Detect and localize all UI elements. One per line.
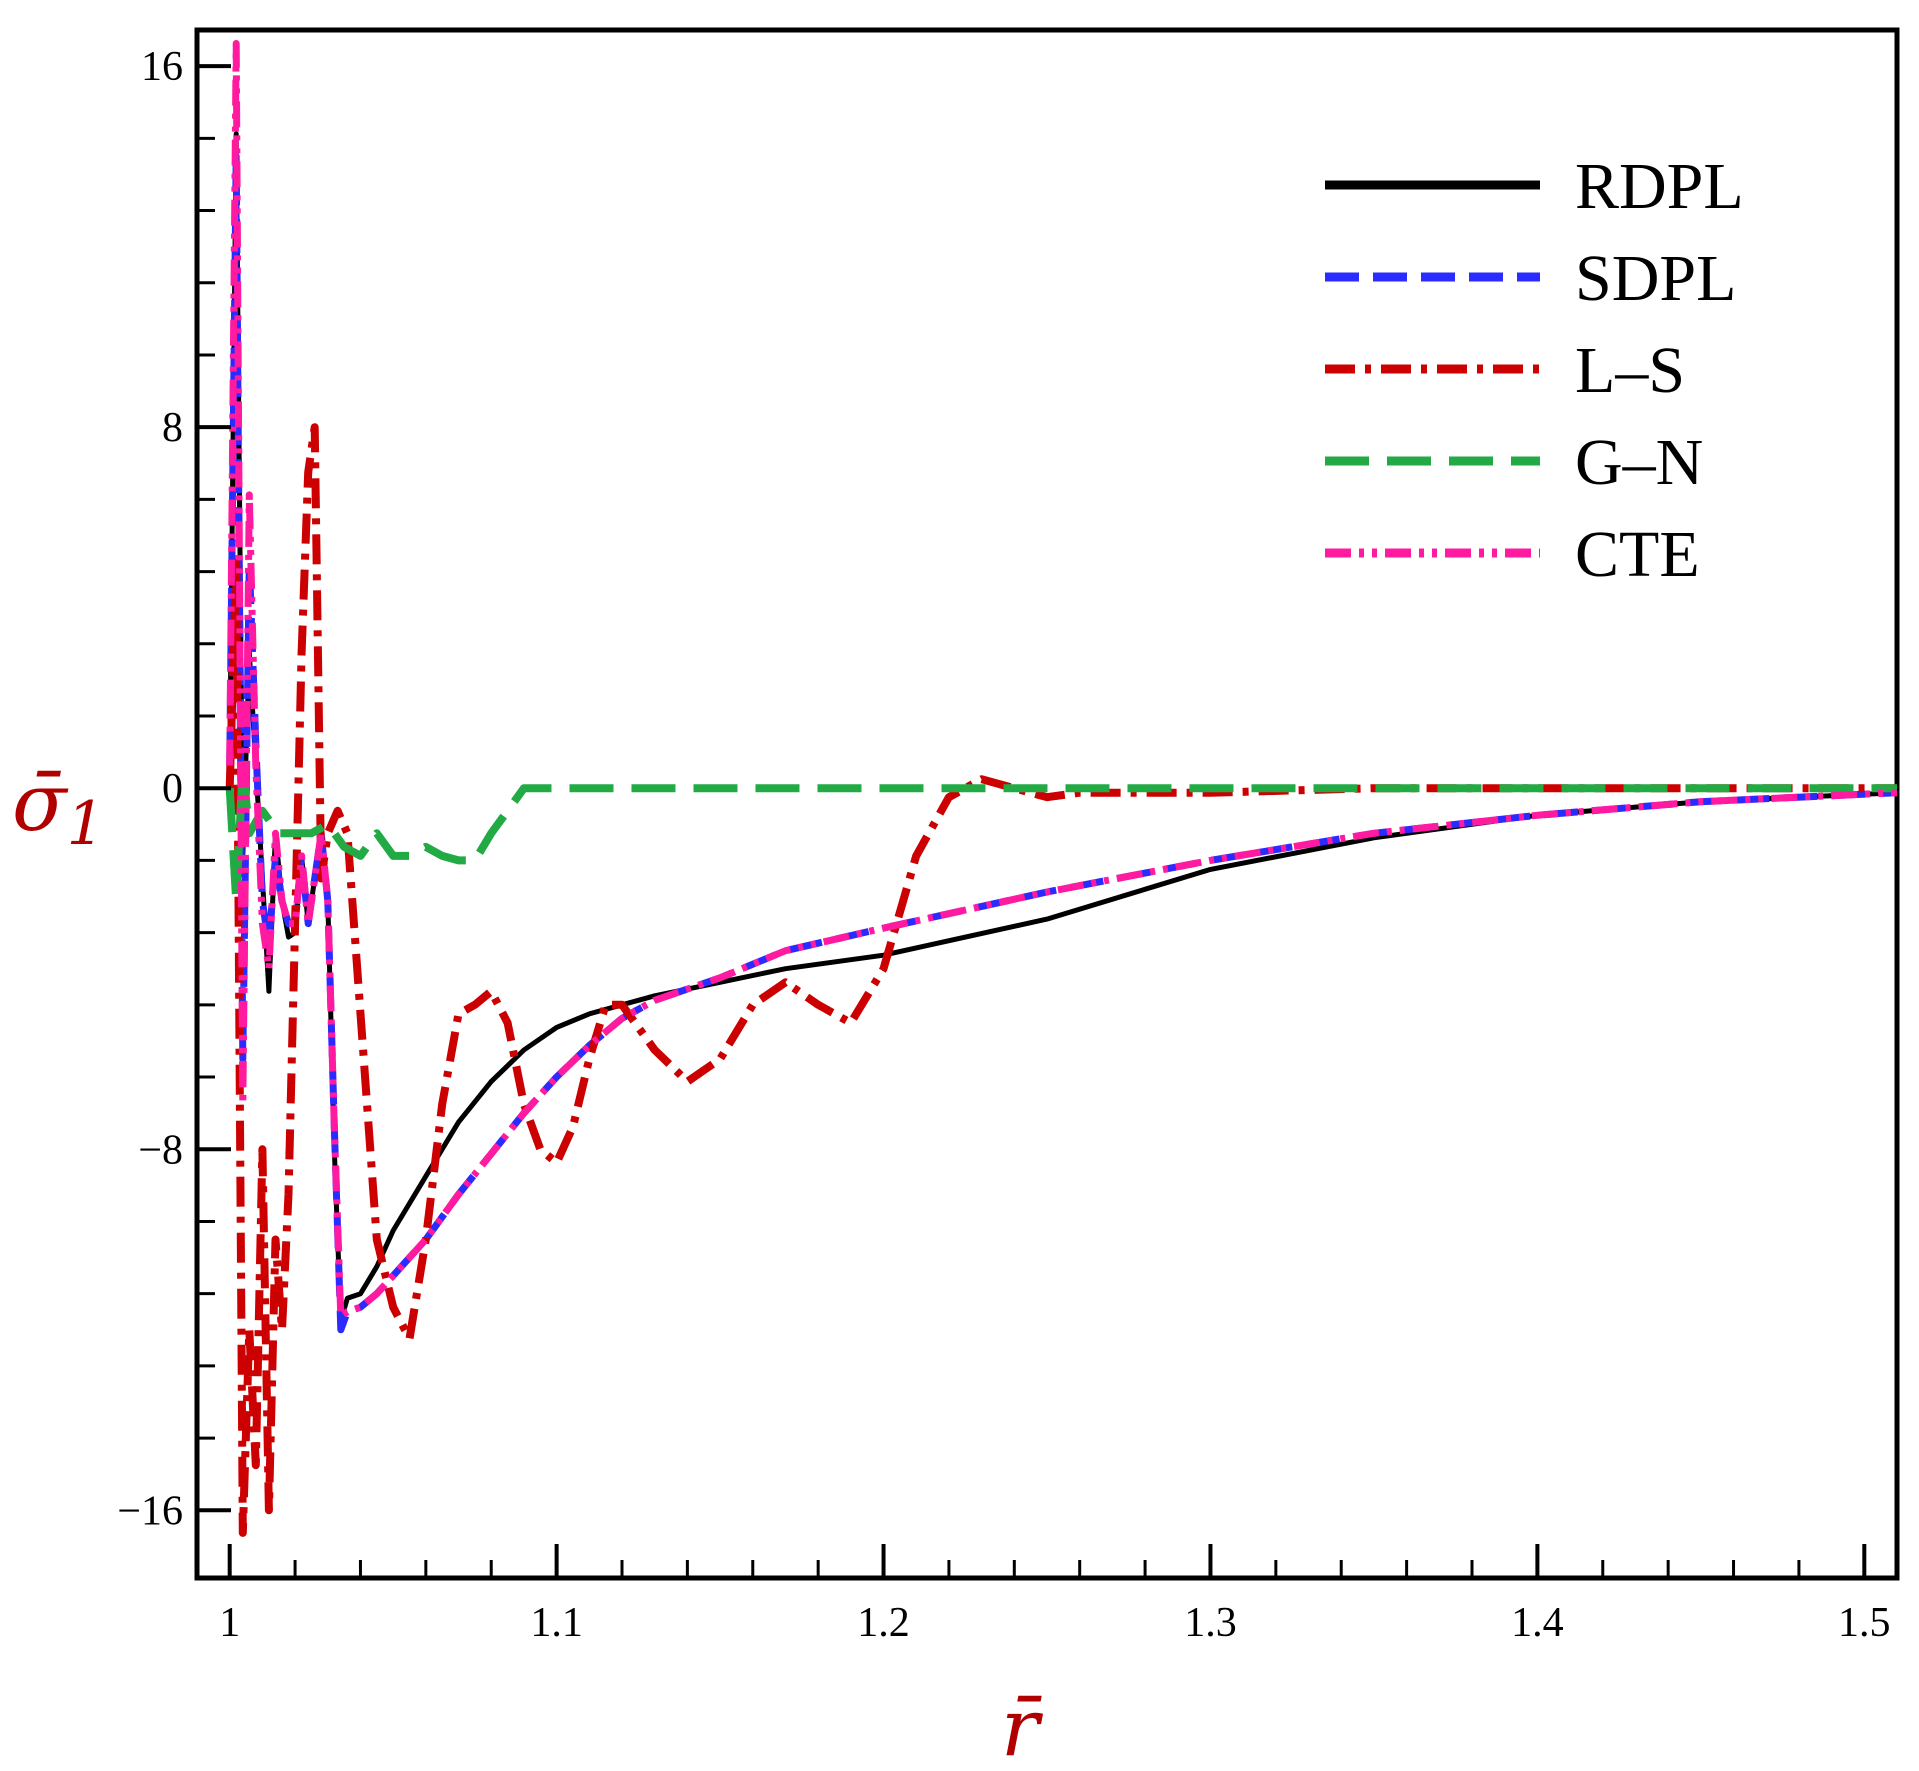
x-tick-label: 1 (219, 1600, 240, 1646)
y-tick-label: −8 (138, 1127, 183, 1173)
x-axis-label: r̄ (1001, 1681, 1044, 1771)
legend-label-sdpl: SDPL (1575, 242, 1736, 315)
y-axis-label: σ̄1 (12, 756, 105, 859)
y-tick-label: 16 (141, 44, 183, 90)
x-tick-label: 1.1 (530, 1600, 583, 1646)
tick-layer: −16 −8 0 8 16 1 1.1 1.2 1.3 1.4 1.5 (117, 44, 1890, 1646)
y-axis-label-subscript: 1 (67, 789, 105, 859)
legend: RDPL SDPL L–S G–N CTE (1325, 150, 1744, 591)
x-tick-label: 1.2 (857, 1600, 910, 1646)
y-tick-label: 8 (162, 405, 183, 451)
y-tick-label: 0 (162, 766, 183, 812)
x-tick-label: 1.4 (1511, 1600, 1564, 1646)
x-tick-label: 1.3 (1184, 1600, 1237, 1646)
plot-frame (194, 27, 1900, 1581)
legend-label-l-s: L–S (1575, 334, 1685, 407)
y-tick-label: −16 (117, 1488, 183, 1534)
x-tick-label: 1.5 (1838, 1600, 1891, 1646)
legend-label-cte: CTE (1575, 518, 1700, 591)
legend-label-g-n: G–N (1575, 426, 1703, 499)
series-line-sdpl (226, 152, 1898, 1334)
y-axis-label-symbol: σ̄ (12, 756, 69, 849)
series-line-g-n (225, 761, 1897, 905)
legend-label-rdpl: RDPL (1575, 150, 1744, 223)
series-line-l-s (225, 423, 1897, 1537)
series-layer (225, 40, 1898, 1537)
